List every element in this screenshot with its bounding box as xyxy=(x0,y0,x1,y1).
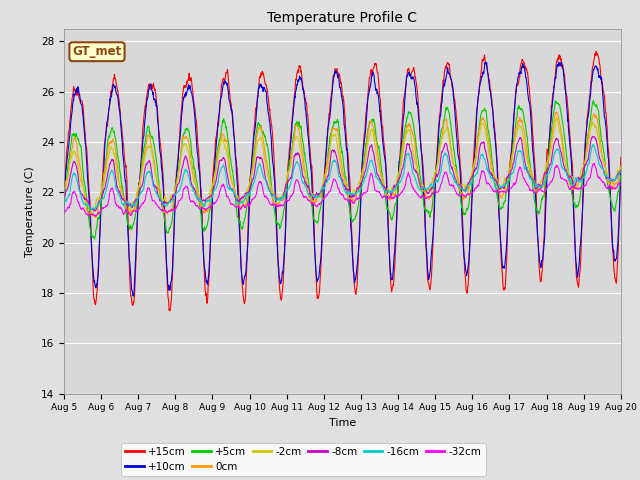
+5cm xyxy=(378,164,385,170)
+10cm xyxy=(129,293,137,299)
+10cm xyxy=(617,167,625,172)
+15cm xyxy=(166,308,173,313)
+10cm xyxy=(318,232,326,238)
-32cm xyxy=(126,212,134,217)
0cm xyxy=(104,151,111,157)
Legend: +15cm, +10cm, +5cm, 0cm, -2cm, -8cm, -16cm, -32cm: +15cm, +10cm, +5cm, 0cm, -2cm, -8cm, -16… xyxy=(122,443,486,476)
+15cm xyxy=(60,197,68,203)
-8cm xyxy=(297,159,305,165)
-32cm xyxy=(92,213,100,219)
+10cm xyxy=(297,76,305,82)
+5cm xyxy=(308,204,316,209)
-16cm xyxy=(126,203,134,209)
-2cm xyxy=(553,115,561,120)
-8cm xyxy=(126,202,134,207)
Line: -8cm: -8cm xyxy=(64,136,621,211)
-16cm xyxy=(308,193,316,199)
+10cm xyxy=(308,187,316,193)
+10cm xyxy=(60,208,68,214)
-16cm xyxy=(297,170,305,176)
-16cm xyxy=(88,206,95,212)
+5cm xyxy=(617,172,625,178)
-32cm xyxy=(591,160,598,166)
-32cm xyxy=(378,193,385,199)
-2cm xyxy=(617,166,625,171)
+15cm xyxy=(308,169,316,175)
0cm xyxy=(126,208,134,214)
+5cm xyxy=(126,226,134,231)
0cm xyxy=(297,135,305,141)
Y-axis label: Temperature (C): Temperature (C) xyxy=(26,166,35,257)
-8cm xyxy=(318,187,326,192)
-16cm xyxy=(617,169,625,175)
+15cm xyxy=(103,122,111,128)
+5cm xyxy=(60,198,68,204)
X-axis label: Time: Time xyxy=(329,418,356,428)
-32cm xyxy=(318,199,326,204)
+5cm xyxy=(104,140,111,146)
-32cm xyxy=(104,203,111,208)
0cm xyxy=(617,163,625,169)
+5cm xyxy=(589,97,597,103)
+15cm xyxy=(593,48,600,54)
+5cm xyxy=(318,196,326,202)
-16cm xyxy=(589,142,597,147)
+10cm xyxy=(555,60,563,65)
-2cm xyxy=(378,173,385,179)
Line: -32cm: -32cm xyxy=(64,163,621,216)
-32cm xyxy=(297,188,305,194)
Line: 0cm: 0cm xyxy=(64,112,621,217)
-32cm xyxy=(60,212,68,217)
Line: -16cm: -16cm xyxy=(64,144,621,209)
-8cm xyxy=(92,208,99,214)
-32cm xyxy=(308,200,316,206)
-16cm xyxy=(60,199,68,205)
-2cm xyxy=(126,208,134,214)
-8cm xyxy=(104,172,111,178)
-32cm xyxy=(617,182,625,188)
Line: +15cm: +15cm xyxy=(64,51,621,311)
0cm xyxy=(378,173,385,179)
-2cm xyxy=(318,182,326,188)
-8cm xyxy=(617,169,625,175)
Line: +5cm: +5cm xyxy=(64,100,621,239)
-2cm xyxy=(297,147,305,153)
+15cm xyxy=(318,234,326,240)
0cm xyxy=(553,109,561,115)
+5cm xyxy=(91,236,99,242)
-2cm xyxy=(60,189,68,194)
+15cm xyxy=(126,276,134,281)
-8cm xyxy=(378,180,385,185)
+10cm xyxy=(126,259,134,265)
Line: +10cm: +10cm xyxy=(64,62,621,296)
0cm xyxy=(308,199,316,205)
+15cm xyxy=(297,65,305,71)
+15cm xyxy=(378,110,385,116)
-8cm xyxy=(60,196,68,202)
+10cm xyxy=(378,122,385,128)
-16cm xyxy=(318,185,326,191)
-2cm xyxy=(104,157,111,163)
0cm xyxy=(60,190,68,195)
-16cm xyxy=(104,181,111,187)
0cm xyxy=(318,187,326,192)
-2cm xyxy=(87,211,95,216)
+15cm xyxy=(617,155,625,160)
Title: Temperature Profile C: Temperature Profile C xyxy=(268,11,417,25)
-8cm xyxy=(590,133,598,139)
Line: -2cm: -2cm xyxy=(64,118,621,214)
+10cm xyxy=(103,120,111,126)
-8cm xyxy=(308,193,316,199)
0cm xyxy=(92,215,100,220)
+5cm xyxy=(297,125,305,131)
Text: GT_met: GT_met xyxy=(72,45,122,58)
-16cm xyxy=(378,181,385,187)
-2cm xyxy=(308,191,316,196)
